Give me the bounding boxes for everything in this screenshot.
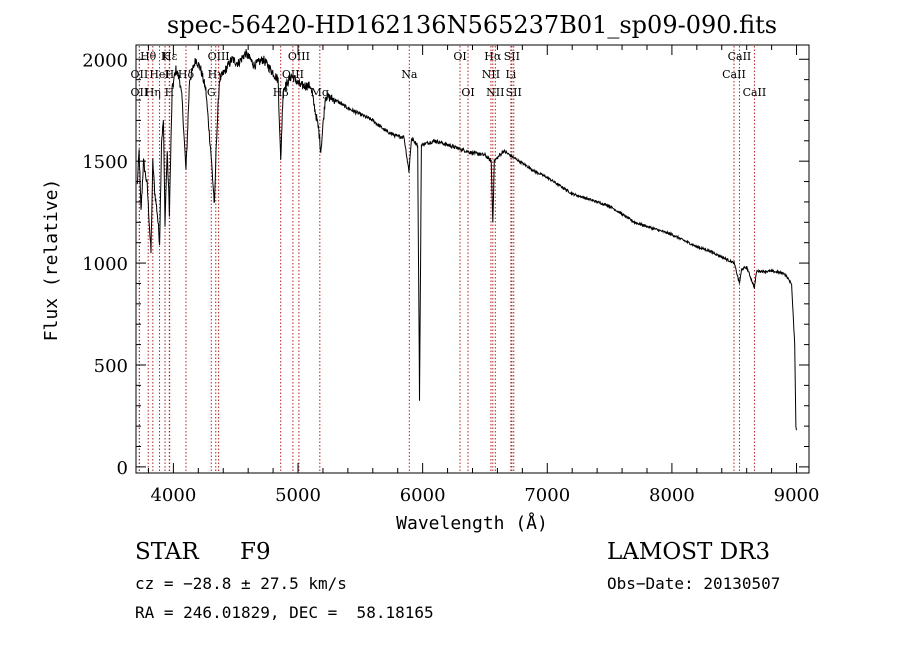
- line-marker-label: CaII: [722, 68, 746, 81]
- x-tick-label: 9000: [774, 485, 820, 506]
- line-marker-label: Mg: [311, 86, 329, 99]
- line-marker-label: Na: [401, 68, 418, 81]
- x-tick-label: 7000: [524, 485, 570, 506]
- line-marker-label: Hα: [484, 50, 502, 63]
- line-marker-label: Hε: [162, 50, 178, 63]
- line-marker-label: SII: [506, 86, 522, 99]
- axis-tick-labels: 4000 5000 6000 7000 8000 9000 0 500 1000 1500 2000: [82, 50, 819, 506]
- x-tick-label: 4000: [150, 485, 196, 506]
- x-tick-label: 6000: [400, 485, 446, 506]
- survey-name: LAMOST DR3: [607, 539, 771, 565]
- x-tick-label: 8000: [649, 485, 695, 506]
- line-marker-label: OI: [453, 50, 466, 63]
- line-marker-label: OIII: [208, 50, 230, 63]
- line-marker-label: OIII: [288, 50, 310, 63]
- line-marker-label: NII: [482, 68, 500, 81]
- line-marker-label: OII: [131, 86, 149, 99]
- line-marker-label: NII: [486, 86, 504, 99]
- object-class: STAR: [135, 539, 199, 565]
- y-tick-label: 1000: [82, 254, 128, 275]
- coordinates-text: RA = 246.01829, DEC = 58.18165: [135, 603, 434, 622]
- x-tick-label: 5000: [275, 485, 321, 506]
- line-marker-label: CaII: [743, 86, 767, 99]
- spectrum-chart: spec-56420-HD162136N565237B01_sp09-090.f…: [41, 11, 819, 534]
- y-tick-label: 0: [117, 458, 128, 479]
- axis-ticks: [136, 45, 809, 473]
- line-marker-label: Hη: [145, 86, 161, 99]
- observation-date: Obs−Date: 20130507: [607, 574, 781, 593]
- y-axis-label: Flux (relative): [41, 179, 62, 342]
- line-marker-label: G: [207, 86, 216, 99]
- line-marker-label: OI: [461, 86, 474, 99]
- y-tick-label: 500: [94, 356, 128, 377]
- line-marker-label: SII: [504, 50, 520, 63]
- y-tick-label: 2000: [82, 50, 128, 71]
- plot-frame: [135, 44, 810, 474]
- chart-title: spec-56420-HD162136N565237B01_sp09-090.f…: [167, 11, 777, 39]
- line-marker-label: Hθ: [140, 50, 157, 63]
- line-marker-label: Li: [505, 68, 516, 81]
- spectrum-line: [136, 49, 797, 431]
- object-subclass: F9: [240, 539, 271, 565]
- emission-line-markers: HθOIIOIIHeIHηKHHHεHδOIIIHγGOIIIOIIIHβMgN…: [131, 46, 767, 472]
- x-axis-label: Wavelength (Å): [396, 512, 548, 534]
- line-marker-label: CaII: [728, 50, 752, 63]
- y-tick-label: 1500: [82, 152, 128, 173]
- line-marker-label: K: [161, 50, 170, 63]
- spectrum-series: [136, 49, 797, 431]
- redshift-text: cz = −28.8 ± 27.5 km/s: [135, 574, 347, 593]
